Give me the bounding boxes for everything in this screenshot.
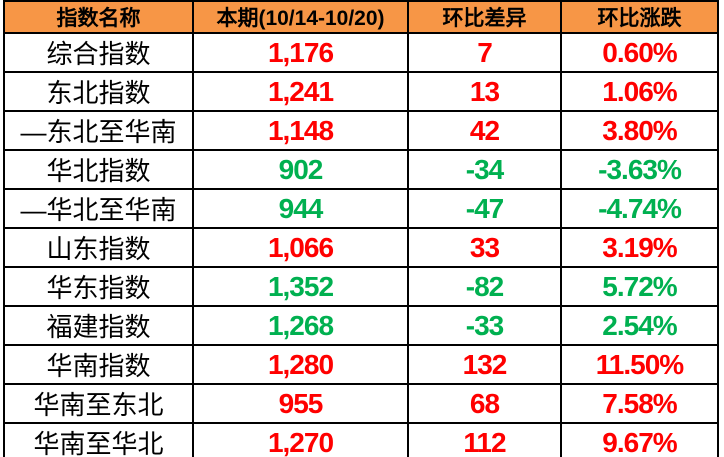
current-value-cell: 1,268 xyxy=(192,305,409,346)
wow-change-cell: -3.63% xyxy=(560,149,719,190)
wow-diff-cell: -82 xyxy=(407,266,562,307)
wow-change-cell: 5.72% xyxy=(560,266,719,307)
table-row: 华南指数 1,280 132 11.50% xyxy=(3,344,719,385)
current-value-cell: 1,066 xyxy=(192,227,409,268)
table-row: 华南至华北 1,270 112 9.67% xyxy=(3,422,719,457)
current-value-cell: 902 xyxy=(192,149,409,190)
table-row: 华东指数 1,352 -82 5.72% xyxy=(3,266,719,307)
wow-diff-cell: 7 xyxy=(407,32,562,73)
current-value-cell: 955 xyxy=(192,383,409,424)
header-row: 指数名称 本期(10/14-10/20) 环比差异 环比涨跌 xyxy=(3,0,719,34)
header-index-name: 指数名称 xyxy=(3,0,194,34)
index-name-cell: 东北指数 xyxy=(3,71,194,112)
wow-diff-cell: 112 xyxy=(407,422,562,457)
index-name-cell: 山东指数 xyxy=(3,227,194,268)
wow-change-cell: 2.54% xyxy=(560,305,719,346)
wow-diff-cell: 13 xyxy=(407,71,562,112)
current-value-cell: 1,148 xyxy=(192,110,409,151)
current-value-cell: 1,352 xyxy=(192,266,409,307)
wow-diff-cell: 132 xyxy=(407,344,562,385)
table-row: 福建指数 1,268 -33 2.54% xyxy=(3,305,719,346)
table-row: 华北指数 902 -34 -3.63% xyxy=(3,149,719,190)
header-wow-diff: 环比差异 xyxy=(407,0,562,34)
wow-change-cell: 7.58% xyxy=(560,383,719,424)
table-row: 综合指数 1,176 7 0.60% xyxy=(3,32,719,73)
header-current-period: 本期(10/14-10/20) xyxy=(192,0,409,34)
current-value-cell: 944 xyxy=(192,188,409,229)
wow-change-cell: 0.60% xyxy=(560,32,719,73)
wow-change-cell: -4.74% xyxy=(560,188,719,229)
current-value-cell: 1,176 xyxy=(192,32,409,73)
index-name-cell: 综合指数 xyxy=(3,32,194,73)
current-value-cell: 1,270 xyxy=(192,422,409,457)
current-value-cell: 1,280 xyxy=(192,344,409,385)
current-value-cell: 1,241 xyxy=(192,71,409,112)
table-row: —华北至华南 944 -47 -4.74% xyxy=(3,188,719,229)
wow-diff-cell: -33 xyxy=(407,305,562,346)
wow-diff-cell: 33 xyxy=(407,227,562,268)
wow-change-cell: 3.80% xyxy=(560,110,719,151)
wow-diff-cell: -34 xyxy=(407,149,562,190)
index-name-cell: 华南至华北 xyxy=(3,422,194,457)
wow-change-cell: 1.06% xyxy=(560,71,719,112)
index-name-cell: 华南至东北 xyxy=(3,383,194,424)
wow-change-cell: 3.19% xyxy=(560,227,719,268)
table-body: 综合指数 1,176 7 0.60% 东北指数 1,241 13 1.06% —东北至华南 1,1… xyxy=(3,32,719,457)
index-name-cell: 华北指数 xyxy=(3,149,194,190)
wow-diff-cell: 42 xyxy=(407,110,562,151)
wow-change-cell: 11.50% xyxy=(560,344,719,385)
wow-diff-cell: -47 xyxy=(407,188,562,229)
index-name-cell: —东北至华南 xyxy=(3,110,194,151)
index-table: 指数名称 本期(10/14-10/20) 环比差异 环比涨跌 综合指数 1,176… xyxy=(3,0,719,457)
index-name-cell: —华北至华南 xyxy=(3,188,194,229)
index-name-cell: 福建指数 xyxy=(3,305,194,346)
table-row: —东北至华南 1,148 42 3.80% xyxy=(3,110,719,151)
index-name-cell: 华南指数 xyxy=(3,344,194,385)
table-row: 华南至东北 955 68 7.58% xyxy=(3,383,719,424)
index-name-cell: 华东指数 xyxy=(3,266,194,307)
wow-diff-cell: 68 xyxy=(407,383,562,424)
table-row: 东北指数 1,241 13 1.06% xyxy=(3,71,719,112)
header-wow-change: 环比涨跌 xyxy=(560,0,719,34)
table-row: 山东指数 1,066 33 3.19% xyxy=(3,227,719,268)
wow-change-cell: 9.67% xyxy=(560,422,719,457)
